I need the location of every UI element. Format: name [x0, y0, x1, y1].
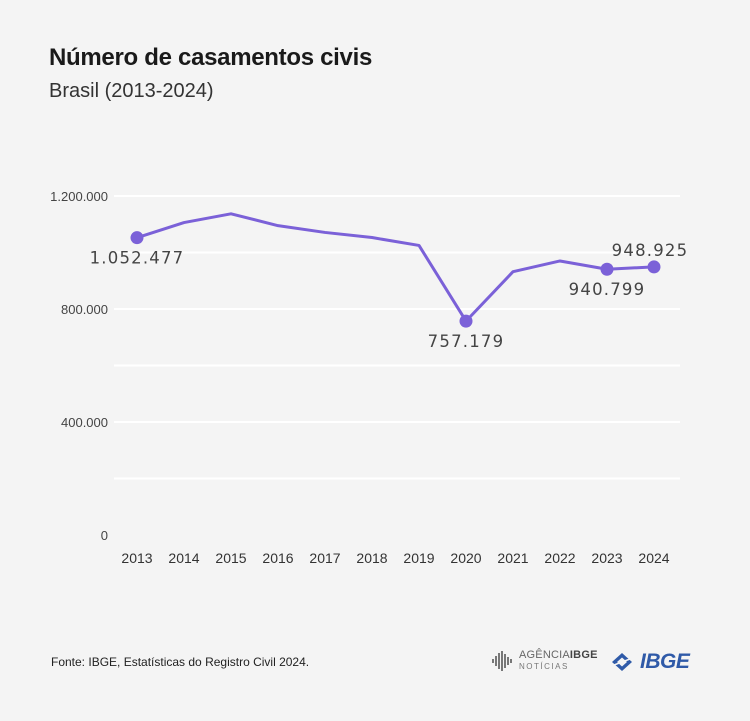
agencia-ibge-label: IBGE: [569, 649, 598, 661]
source-note: Fonte: IBGE, Estatísticas do Registro Ci…: [51, 655, 310, 669]
x-tick-label: 2022: [544, 550, 575, 566]
ibge-mark-icon: [612, 653, 632, 671]
x-tick-label: 2013: [121, 550, 152, 566]
x-tick-label: 2019: [403, 550, 434, 566]
chart-subtitle: Brasil (2013-2024): [49, 80, 214, 102]
x-tick-label: 2024: [638, 550, 669, 566]
x-tick-label: 2020: [450, 550, 481, 566]
ibge-logo-text: IBGE: [640, 650, 690, 673]
y-tick-label: 0: [101, 528, 108, 543]
data-point-2020: [459, 314, 473, 328]
agencia-bars-icon: [492, 651, 512, 671]
x-tick-label: 2023: [591, 550, 622, 566]
x-tick-label: 2017: [309, 550, 340, 566]
agencia-noticias-label: NOTÍCIAS: [519, 662, 569, 671]
data-point-2023: [600, 262, 614, 276]
data-label-2020: 757.179: [428, 332, 505, 351]
data-label-2023: 940.799: [569, 280, 646, 299]
agencia-ibge-logo: AGÊNCIAIBGE NOTÍCIAS: [492, 650, 598, 672]
y-tick-label: 400.000: [61, 415, 108, 430]
x-tick-label: 2018: [356, 550, 387, 566]
data-point-2024: [647, 260, 661, 274]
data-label-2013: 1.052.477: [90, 249, 185, 268]
x-tick-label: 2015: [215, 550, 246, 566]
x-tick-label: 2016: [262, 550, 293, 566]
data-point-2013: [130, 231, 144, 245]
y-tick-label: 1.200.000: [50, 189, 108, 204]
x-tick-label: 2014: [168, 550, 199, 566]
series-line-0: [135, 212, 656, 323]
ibge-logo: IBGE: [609, 650, 690, 674]
chart-title: Número de casamentos civis: [49, 44, 373, 71]
x-tick-label: 2021: [497, 550, 528, 566]
data-label-2024: 948.925: [612, 241, 689, 260]
y-tick-label: 800.000: [61, 302, 108, 317]
agencia-label: AGÊNCIA: [519, 649, 570, 661]
